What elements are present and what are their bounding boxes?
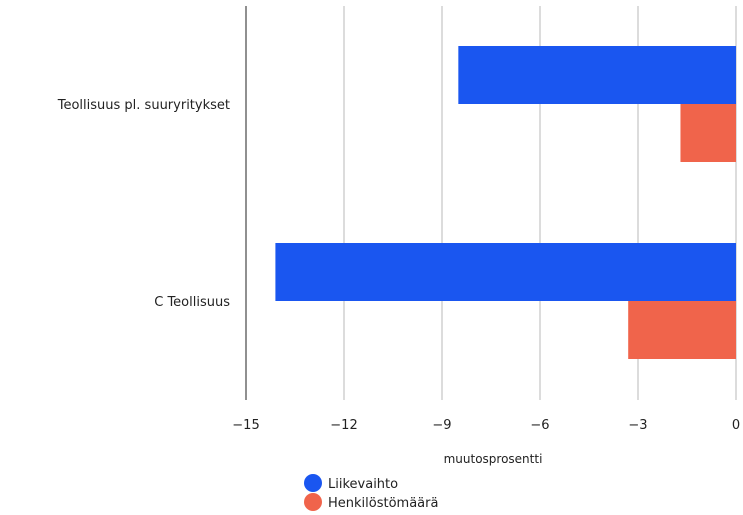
x-tick-label: −6 bbox=[530, 418, 549, 433]
x-tick-label: 0 bbox=[732, 418, 740, 433]
x-tick-label: −15 bbox=[232, 418, 259, 433]
x-tick-label: −3 bbox=[628, 418, 647, 433]
legend: Liikevaihto Henkilöstömäärä bbox=[304, 474, 438, 511]
bar-liikevaihto bbox=[275, 243, 736, 301]
legend-swatch bbox=[304, 493, 322, 511]
bar-liikevaihto bbox=[458, 46, 736, 104]
x-tick-label: −9 bbox=[432, 418, 451, 433]
x-tick-label: −12 bbox=[330, 418, 357, 433]
legend-label: Henkilöstömäärä bbox=[328, 496, 438, 511]
legend-swatch bbox=[304, 474, 322, 492]
x-tick-labels: −15 −12 −9 −6 −3 0 bbox=[232, 418, 740, 433]
bar-henkilostomaara bbox=[628, 301, 736, 359]
category-label: C Teollisuus bbox=[154, 295, 230, 310]
bar-henkilostomaara bbox=[680, 104, 736, 162]
legend-label: Liikevaihto bbox=[328, 477, 398, 492]
x-axis-title: muutosprosentti bbox=[444, 452, 543, 466]
category-labels: Teollisuus pl. suuryritykset C Teollisuus bbox=[57, 98, 230, 310]
category-label: Teollisuus pl. suuryritykset bbox=[57, 98, 230, 113]
bars bbox=[275, 46, 736, 359]
